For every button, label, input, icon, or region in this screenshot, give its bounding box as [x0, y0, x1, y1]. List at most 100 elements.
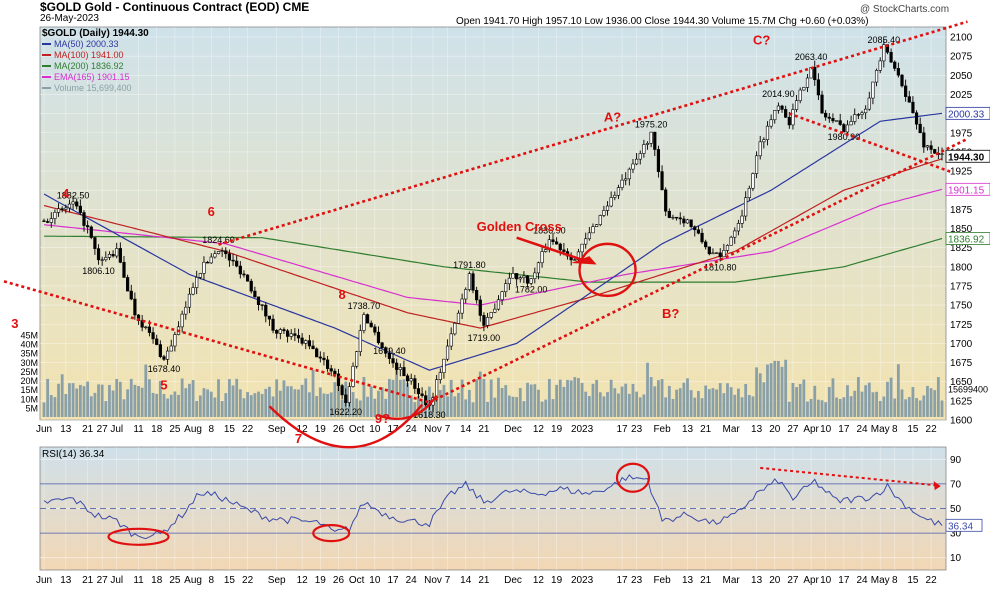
- price-candle: [631, 163, 635, 170]
- volume-bar: [551, 399, 555, 417]
- volume-bar: [787, 401, 791, 417]
- price-candle: [598, 215, 602, 225]
- volume-bar: [617, 393, 620, 417]
- rsi-x-tick-label: 13: [682, 575, 694, 586]
- volume-bar: [471, 402, 475, 417]
- price-candle: [769, 119, 773, 127]
- volume-bar: [940, 400, 944, 417]
- price-candle: [627, 168, 631, 180]
- volume-bar: [904, 399, 908, 417]
- wave-annotation: 4: [62, 186, 70, 201]
- price-candle: [46, 221, 50, 223]
- volume-bar: [642, 394, 646, 417]
- price-tick-label: 1925: [950, 167, 973, 178]
- volume-bar: [347, 400, 351, 417]
- wave-annotation: 6: [208, 204, 215, 219]
- wave-annotation: 8: [338, 287, 345, 302]
- volume-bar: [438, 389, 442, 417]
- volume-bar: [518, 388, 522, 417]
- price-candle: [42, 220, 46, 222]
- volume-bar: [667, 385, 671, 417]
- price-candle: [115, 248, 119, 257]
- price-candle: [216, 251, 221, 255]
- x-tick-label: 20: [769, 424, 781, 435]
- x-tick-label: 22: [926, 424, 938, 435]
- volume-bar: [173, 391, 177, 417]
- ohlc-readout: Open 1941.70 High 1957.10 Low 1936.00 Cl…: [456, 16, 869, 27]
- volume-bar: [915, 398, 918, 417]
- price-tick-label: 1750: [950, 301, 973, 312]
- legend-entry: EMA(165) 1901.15: [54, 72, 130, 82]
- volume-bar: [93, 392, 97, 417]
- price-candle: [93, 237, 97, 249]
- volume-bar: [933, 390, 937, 417]
- volume-bar: [464, 399, 468, 417]
- volume-bar: [922, 395, 926, 417]
- volume-bar: [526, 382, 529, 417]
- volume-bar: [489, 379, 493, 417]
- volume-bar: [816, 399, 820, 417]
- volume-bar: [89, 396, 93, 417]
- price-candle: [845, 124, 850, 133]
- last-value-label: 1944.30: [948, 152, 985, 163]
- volume-bar: [638, 397, 642, 417]
- price-candle: [198, 273, 202, 278]
- volume-bar: [671, 398, 675, 417]
- volume-bar: [242, 398, 246, 417]
- price-candle: [893, 61, 897, 69]
- volume-bar: [889, 377, 893, 417]
- price-candle: [475, 289, 479, 301]
- x-tick-label: 24: [406, 424, 418, 435]
- volume-bar: [809, 398, 813, 417]
- volume-bar: [893, 398, 897, 417]
- price-candle: [285, 330, 290, 337]
- volume-bar: [457, 392, 460, 417]
- price-candle: [624, 178, 628, 181]
- rsi-x-tick-label: 17: [617, 575, 629, 586]
- volume-bar: [795, 387, 798, 417]
- price-candle: [504, 283, 508, 293]
- rsi-x-tick-label: 15: [907, 575, 919, 586]
- volume-bar: [140, 387, 144, 417]
- price-candle: [496, 299, 501, 310]
- volume-bar: [289, 386, 293, 417]
- volume-bar: [613, 388, 617, 417]
- volume-bar: [202, 388, 206, 417]
- price-candle: [591, 226, 595, 234]
- price-label: 1824.60: [202, 235, 235, 245]
- price-candle: [878, 60, 882, 71]
- price-candle: [355, 351, 359, 367]
- rsi-ellipse: [312, 523, 351, 543]
- volume-bar: [762, 382, 766, 417]
- volume-bar: [737, 388, 740, 417]
- price-candle: [867, 97, 871, 110]
- price-candle: [573, 259, 577, 261]
- volume-bar: [798, 383, 802, 417]
- volume-bar: [780, 366, 784, 417]
- rsi-x-tick-label: Aug: [184, 575, 202, 586]
- volume-bar: [875, 391, 878, 417]
- rsi-x-tick-label: 19: [551, 575, 563, 586]
- price-candle: [711, 252, 715, 255]
- volume-bar: [286, 386, 289, 417]
- x-tick-label: Mar: [723, 424, 741, 435]
- volume-bar: [744, 383, 748, 417]
- volume-bar: [198, 395, 202, 417]
- price-tick-label: 1975: [950, 128, 973, 139]
- volume-bar: [831, 378, 835, 417]
- volume-bar: [82, 386, 86, 417]
- price-candle: [773, 110, 777, 121]
- x-tick-label: 15: [224, 424, 236, 435]
- price-candle: [762, 139, 766, 143]
- volume-bar: [151, 392, 155, 417]
- price-candle: [696, 229, 701, 234]
- volume-bar: [446, 396, 449, 417]
- price-candle: [260, 304, 264, 306]
- volume-bar: [206, 389, 210, 417]
- volume-bar: [195, 400, 199, 417]
- wave-annotation: 3: [11, 316, 18, 331]
- price-candle: [584, 238, 588, 245]
- price-tick-label: 1775: [950, 281, 973, 292]
- price-candle: [656, 149, 661, 172]
- trend-line: [428, 137, 969, 404]
